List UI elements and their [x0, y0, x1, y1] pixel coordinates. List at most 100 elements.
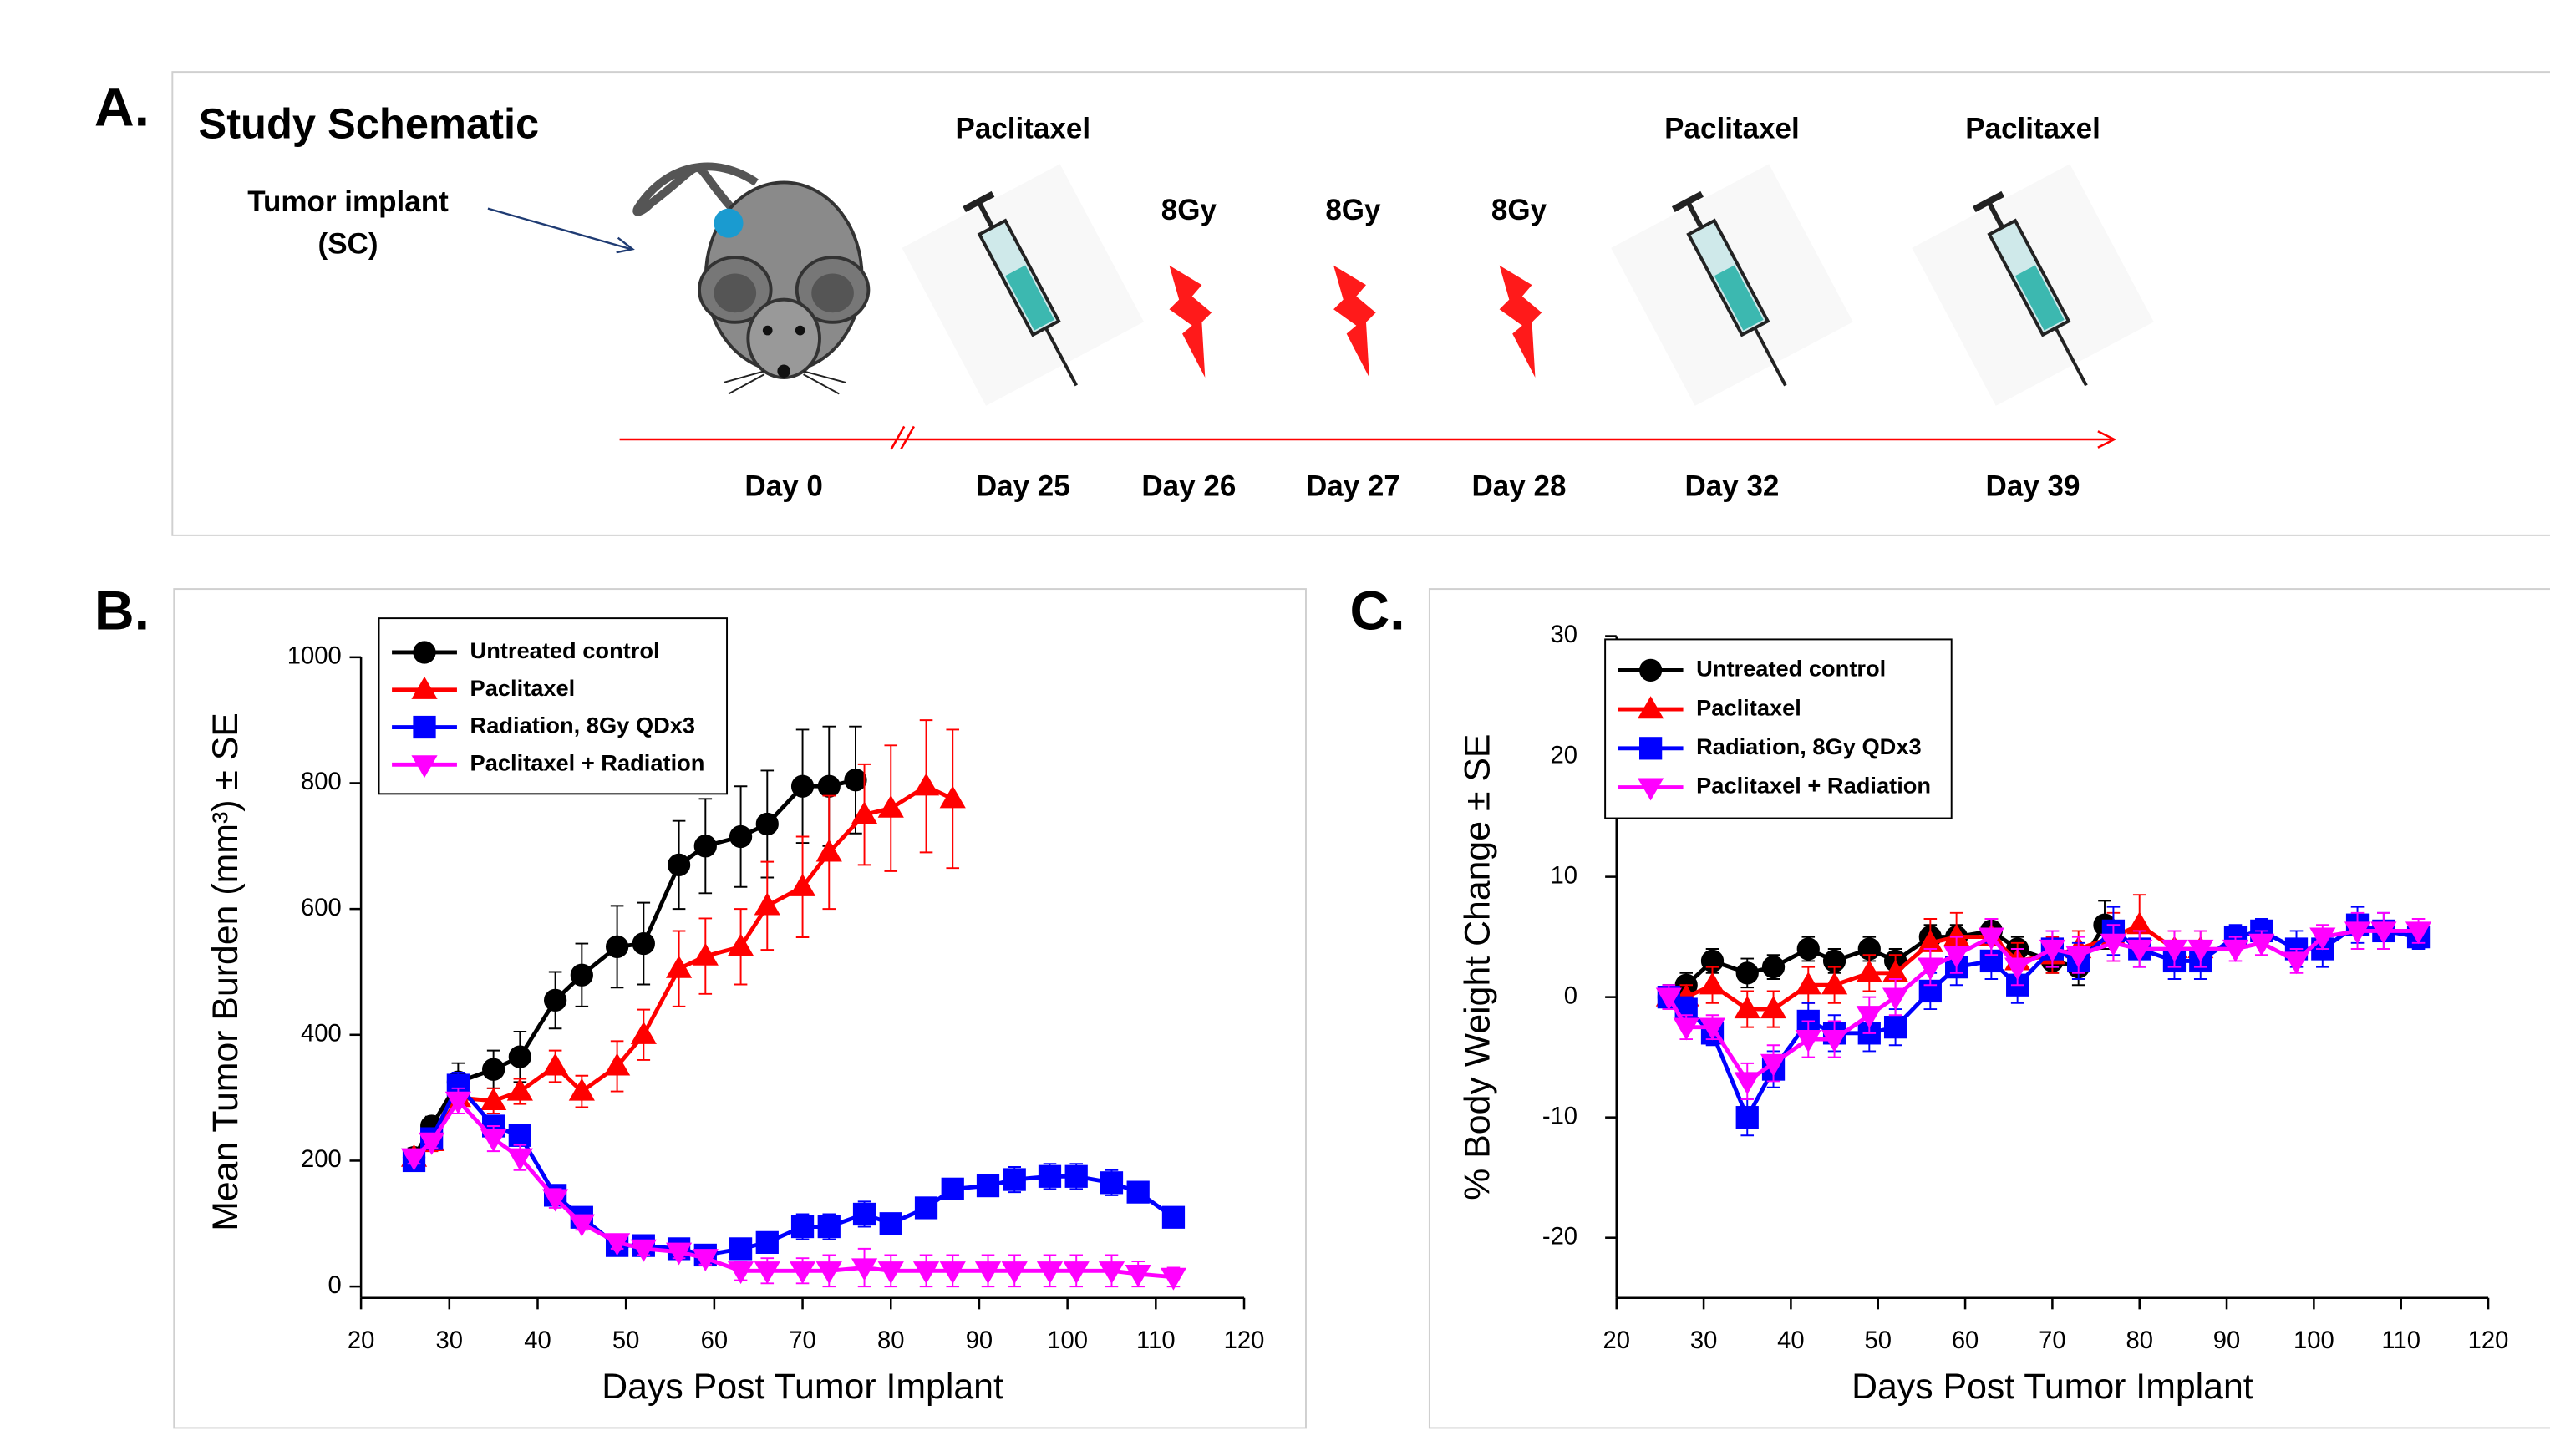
data-point — [542, 1189, 569, 1212]
series-line — [412, 778, 856, 1159]
data-point — [1882, 987, 1909, 1011]
data-point — [1673, 1017, 1699, 1041]
data-point — [480, 1129, 507, 1152]
data-point — [844, 769, 867, 792]
data-point — [2126, 939, 2153, 962]
data-point — [2222, 939, 2249, 962]
data-point — [630, 1021, 657, 1044]
x-tick-label: 20 — [1603, 1327, 1630, 1354]
implant-label: Tumor implant — [247, 185, 449, 218]
x-tick-label: 40 — [524, 1327, 551, 1354]
data-point — [790, 774, 815, 798]
data-point — [1001, 1261, 1028, 1285]
legend-label: Paclitaxel — [470, 675, 576, 701]
syringe-fluid — [1714, 265, 1764, 331]
panel-label: A. — [94, 76, 150, 138]
syringe-fluid — [1005, 265, 1054, 331]
data-point — [665, 1242, 693, 1266]
treatment-label: Paclitaxel — [1664, 112, 1800, 145]
y-tick-label: 800 — [301, 769, 342, 795]
syringe-plunger — [976, 200, 995, 229]
data-point — [1978, 927, 2004, 951]
legend-marker — [1638, 778, 1664, 801]
data-point — [2344, 921, 2371, 945]
legend-marker — [413, 641, 436, 664]
day-label: Day 25 — [976, 470, 1070, 503]
syringe-needle — [1753, 327, 1787, 387]
data-point — [1943, 946, 1970, 969]
data-point — [912, 773, 940, 796]
data-point — [1856, 959, 1882, 982]
data-point — [2370, 921, 2397, 945]
panel-label: C. — [1350, 581, 1405, 642]
data-point — [1883, 1016, 1907, 1039]
x-axis-label: Days Post Tumor Implant — [1852, 1367, 2253, 1407]
data-point — [692, 1249, 719, 1272]
y-tick-label: -10 — [1542, 1103, 1577, 1129]
chart: C. -20 -10 0 10 20 30 20 30 40 50 60 70 80 90 100 110 120… — [1350, 581, 2509, 1407]
day-label: Day 39 — [1986, 470, 2080, 503]
y-tick-label: 0 — [328, 1272, 342, 1299]
data-point — [1734, 996, 1760, 1019]
syringe-fluid — [2014, 265, 2065, 331]
data-point — [2405, 921, 2432, 945]
data-point — [604, 1233, 631, 1256]
radiation-bolt — [1169, 265, 1212, 378]
data-point — [976, 1174, 1000, 1198]
legend-marker — [1639, 737, 1663, 760]
syringe-needle — [2054, 327, 2088, 387]
syringe-needle — [1044, 327, 1078, 387]
data-point — [1735, 1106, 1759, 1129]
day-label: Day 0 — [744, 470, 822, 503]
data-point — [2283, 951, 2310, 975]
y-tick-label: 0 — [1564, 982, 1577, 1009]
syringe-plunger — [1986, 200, 2005, 229]
timeline-arrowhead — [2097, 430, 2117, 449]
x-tick-label: 100 — [1047, 1327, 1088, 1354]
legend-marker — [413, 715, 436, 739]
data-point — [939, 1261, 966, 1285]
data-point — [851, 801, 878, 824]
y-tick-label: 30 — [1551, 621, 1577, 648]
syringe-top — [963, 190, 995, 212]
data-point — [1098, 1261, 1125, 1285]
data-point — [2065, 946, 2092, 969]
x-tick-label: 120 — [1224, 1327, 1265, 1354]
data-point — [817, 774, 841, 798]
legend-label: Paclitaxel + Radiation — [1696, 773, 1931, 799]
data-point — [568, 1078, 595, 1101]
data-point — [1125, 1264, 1151, 1287]
data-point — [400, 1148, 428, 1171]
legend-label: Paclitaxel — [1696, 694, 1801, 720]
legend-label: Untreated control — [470, 637, 660, 663]
x-tick-label: 80 — [2126, 1327, 2152, 1354]
legend-label: Radiation, 8Gy QDx3 — [1696, 733, 1922, 759]
data-point — [727, 933, 754, 956]
data-point — [729, 1237, 753, 1261]
implant-arrowhead — [616, 236, 635, 254]
data-point — [815, 1261, 842, 1285]
data-point — [482, 1058, 505, 1081]
data-point — [1063, 1261, 1090, 1285]
x-tick-label: 60 — [1952, 1327, 1979, 1354]
data-point — [754, 892, 780, 916]
legend-marker — [1638, 696, 1664, 719]
treatment-label: 8Gy — [1161, 194, 1217, 226]
data-point — [1761, 956, 1786, 979]
x-tick-label: 110 — [2381, 1327, 2420, 1354]
legend-marker — [411, 755, 438, 779]
data-point — [1821, 972, 1848, 995]
data-point — [852, 1202, 876, 1226]
timeline-break — [890, 425, 915, 450]
y-tick-label: 400 — [301, 1020, 342, 1047]
x-tick-label: 90 — [2213, 1327, 2240, 1354]
data-point — [817, 1215, 841, 1239]
x-tick-label: 70 — [2039, 1327, 2065, 1354]
y-tick-label: 10 — [1551, 862, 1577, 889]
data-point — [1064, 1164, 1088, 1188]
data-point — [755, 812, 779, 836]
syringe-icon — [1611, 164, 1853, 406]
data-point — [544, 988, 567, 1012]
data-point — [604, 1053, 631, 1076]
